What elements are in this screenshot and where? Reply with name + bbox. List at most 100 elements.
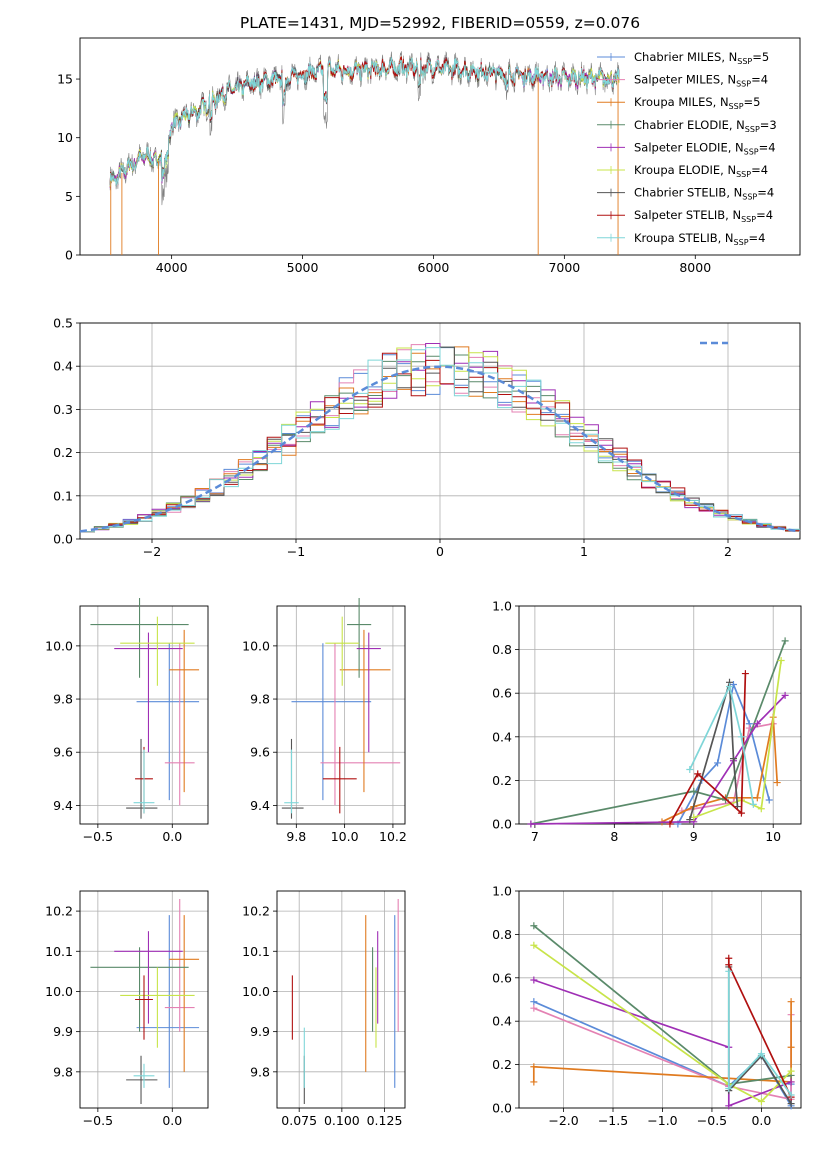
legend-label-tail: =4: [749, 231, 766, 245]
axes-frame: [518, 605, 802, 825]
mass-weight-point: [787, 1091, 795, 1099]
axes-frame: [79, 322, 801, 540]
y-tick-label: 1.0: [492, 599, 512, 614]
mass-weight-point: [694, 770, 702, 778]
y-tick-label: 0.8: [492, 642, 512, 657]
y-tick-label: 9.8: [250, 1064, 270, 1079]
legend-label: Chabrier MILES, NSSP=5: [634, 50, 769, 66]
legend-label: Chabrier ELODIE, NSSP=3: [634, 118, 777, 134]
mass-weight-line: [727, 971, 792, 1096]
y-tick-label: 0.2: [492, 1057, 512, 1072]
mass-weight-point: [686, 766, 694, 773]
y-tick-label: 0.4: [492, 729, 512, 744]
legend-label-main: Kroupa STELIB, N: [634, 231, 734, 245]
legend-label-main: Kroupa MILES, N: [634, 95, 729, 109]
legend-label-tail: =4: [751, 73, 768, 87]
y-tick-label: 15: [57, 72, 73, 87]
legend-label-sub: SSP: [741, 215, 756, 224]
y-tick-label: 9.6: [250, 745, 270, 760]
mass-weight-point: [690, 813, 698, 821]
mass-weight-line: [530, 640, 786, 825]
mass-weight-point: [530, 998, 538, 1006]
y-tick-label: 10.2: [45, 904, 73, 919]
x-tick-label: 5000: [287, 260, 319, 275]
x-tick-label: −1: [287, 544, 305, 559]
legend-label-tail: =4: [759, 140, 776, 154]
mass-weight-point: [777, 657, 785, 664]
legend-label-tail: =5: [744, 95, 761, 109]
y-tick-label: 9.9: [250, 1024, 270, 1039]
x-tick-label: −2: [143, 544, 161, 559]
mass-weight-point: [530, 922, 538, 930]
gaussian-reference-curve: [79, 365, 801, 533]
y-tick-label: 9.8: [250, 692, 270, 707]
x-tick-label: 2: [724, 544, 732, 559]
legend-label-sub: SSP: [729, 102, 744, 111]
y-tick-label: 10.0: [45, 638, 73, 653]
x-tick-label: 9: [690, 829, 698, 844]
x-tick-label: −0.5: [83, 829, 113, 844]
legend-label: Kroupa ELODIE, NSSP=4: [634, 163, 768, 179]
mass-weight-point: [725, 954, 733, 962]
x-tick-label: 8000: [679, 260, 711, 275]
x-tick-label: 10.0: [331, 829, 359, 844]
legend-label-main: Kroupa ELODIE, N: [634, 163, 736, 177]
mass-weight-line: [689, 684, 755, 805]
y-tick-label: 0.2: [492, 773, 512, 788]
y-tick-label: 0.4: [53, 359, 73, 374]
mass-weight-point: [725, 961, 733, 969]
axes-frame: [518, 890, 802, 1109]
mass-weight-point: [530, 1004, 538, 1012]
mass-weight-point: [765, 796, 773, 804]
x-tick-label: 0.075: [281, 1113, 317, 1128]
mass-weight-point: [749, 800, 757, 808]
legend-label-sub: SSP: [742, 193, 757, 202]
y-tick-label: 9.4: [53, 798, 73, 813]
legend-label-tail: =5: [752, 50, 769, 64]
y-tick-label: 10: [57, 130, 73, 145]
mass-weight-point: [686, 816, 694, 824]
mass-weight-point: [753, 720, 761, 728]
axes-age-vs-Z: −0.5 0.0 9.4 9.6 9.8 10.0: [45, 598, 209, 844]
legend-label: Salpeter MILES, NSSP=4: [634, 73, 768, 89]
legend-label: Kroupa STELIB, NSSP=4: [634, 231, 765, 247]
mass-weight-point: [725, 1102, 733, 1110]
y-tick-label: 0.6: [492, 686, 512, 701]
mass-weight-point: [737, 809, 745, 817]
y-tick-label: 0.6: [492, 970, 512, 985]
legend-label-tail: =4: [751, 163, 768, 177]
y-tick-label: 0.8: [492, 927, 512, 942]
mass-weight-point: [729, 680, 737, 688]
legend-label-sub: SSP: [737, 57, 752, 66]
mass-weight-line: [677, 681, 771, 825]
y-tick-label: 1.0: [492, 884, 512, 899]
y-tick-label: 10.2: [242, 904, 270, 919]
figure-title: PLATE=1431, MJD=52992, FIBERID=0559, z=0…: [240, 14, 640, 32]
axes-massweight-vs-Z: −2.0 −1.5 −1.0 −0.5 0.0 0.0 0.2 0.4 0.6 0.8 1.0: [492, 884, 802, 1128]
legend-label-main: Salpeter ELODIE, N: [634, 140, 744, 154]
mass-weight-point: [725, 967, 733, 975]
mass-weight-point: [787, 1078, 795, 1086]
legend-label-main: Chabrier MILES, N: [634, 50, 737, 64]
x-tick-label: −2.0: [548, 1113, 578, 1128]
y-tick-label: 9.6: [53, 745, 73, 760]
x-tick-label: 0.125: [367, 1113, 403, 1128]
mass-weight-point: [714, 759, 722, 767]
legend-label-main: Salpeter MILES, N: [634, 73, 736, 87]
x-tick-label: 1: [580, 544, 588, 559]
axes-mass-vs-EBV: 0.075 0.100 0.125 9.8 9.9 10.0 10.1 10.2: [242, 890, 406, 1128]
x-tick-label: −0.5: [697, 1113, 727, 1128]
y-tick-label: 9.4: [250, 798, 270, 813]
axes-age-vs-mass: 9.8 10.0 10.2 9.4 9.6 9.8 10.0: [242, 598, 407, 844]
mass-weight-point: [530, 1063, 538, 1071]
y-tick-label: 9.9: [53, 1024, 73, 1039]
mass-weight-point: [757, 1050, 765, 1058]
y-tick-label: 0.0: [492, 817, 512, 832]
x-tick-label: 0.100: [324, 1113, 360, 1128]
y-tick-label: 0.0: [53, 532, 73, 547]
mass-weight-line: [688, 682, 739, 820]
x-tick-label: 0.0: [751, 1113, 771, 1128]
axes-spectrum: 4000 5000 6000 7000 8000 0 5 10 15 Chabrier MILES…: [57, 37, 801, 275]
y-tick-label: 0.5: [53, 316, 73, 331]
x-tick-label: 0.0: [162, 1113, 182, 1128]
